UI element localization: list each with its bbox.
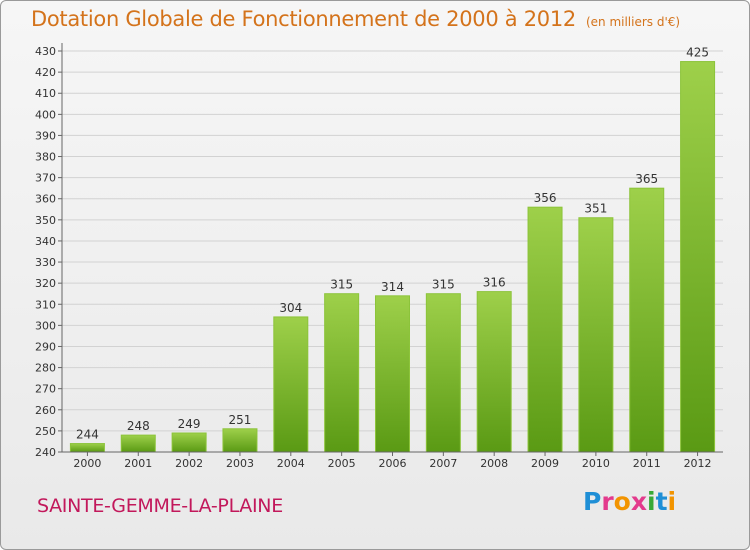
bar-2005	[324, 293, 360, 453]
x-tick-label-2005: 2005	[328, 457, 356, 470]
bar-2010	[578, 217, 614, 453]
value-label-2012: 425	[686, 46, 709, 60]
x-tick-label-2009: 2009	[531, 457, 559, 470]
y-tick-label: 270	[35, 383, 56, 396]
bar-2004	[273, 316, 309, 453]
chart-subtitle: (en milliers d'€)	[585, 15, 681, 29]
bar-2007	[425, 293, 461, 453]
x-tick-label-2012: 2012	[684, 457, 712, 470]
axes-group: 240 250 260 270 280 290 300 310 320 330 340 350 360 3…	[35, 43, 723, 470]
value-label-2008: 316	[483, 276, 506, 290]
x-tick-label-2011: 2011	[633, 457, 661, 470]
bar-2001	[120, 434, 156, 453]
bar-2003	[222, 428, 258, 453]
y-tick-label: 280	[35, 362, 56, 375]
y-tick-label: 430	[35, 45, 56, 58]
bar-2011	[629, 187, 665, 453]
bar-2008	[476, 291, 512, 453]
y-tick-label: 390	[35, 129, 56, 142]
bar-2006	[375, 295, 410, 453]
value-label-2009: 356	[534, 191, 557, 205]
x-tick-label-2003: 2003	[226, 457, 254, 470]
y-tick-label: 330	[35, 256, 56, 269]
x-tick-label-2006: 2006	[379, 457, 407, 470]
y-tick-label: 240	[35, 446, 56, 459]
bar-2009	[527, 206, 563, 453]
bar-2012	[680, 61, 716, 453]
value-label-2003: 251	[229, 413, 252, 427]
bars-group: 244 248 249 251 304 315 314 315 316 356 351 365 425	[69, 46, 716, 453]
x-tick-label-2008: 2008	[480, 457, 508, 470]
x-tick-label-2002: 2002	[175, 457, 203, 470]
value-label-2001: 248	[127, 419, 150, 433]
y-tick-label: 370	[35, 172, 56, 185]
y-tick-label: 250	[35, 425, 56, 438]
value-label-2005: 315	[330, 278, 353, 292]
title-row: Dotation Globale de Fonctionnement de 20…	[31, 7, 680, 31]
value-label-2007: 315	[432, 278, 455, 292]
commune-name: SAINTE-GEMME-LA-PLAINE	[37, 495, 283, 517]
x-tick-label-2000: 2000	[73, 457, 101, 470]
y-tick-label: 410	[35, 87, 56, 100]
y-tick-label: 400	[35, 108, 56, 121]
value-label-2002: 249	[178, 417, 201, 431]
y-tick-label: 340	[35, 235, 56, 248]
value-label-2004: 304	[279, 301, 302, 315]
y-tick-label: 320	[35, 277, 56, 290]
value-label-2000: 244	[76, 428, 99, 442]
value-label-2011: 365	[635, 172, 658, 186]
x-tick-label-2007: 2007	[429, 457, 457, 470]
value-label-2006: 314	[381, 280, 404, 294]
y-tick-label: 380	[35, 151, 56, 164]
y-tick-label: 420	[35, 66, 56, 79]
x-tick-label-2001: 2001	[124, 457, 152, 470]
y-tick-label: 350	[35, 214, 56, 227]
y-tick-label: 290	[35, 340, 56, 353]
bar-2002	[171, 432, 207, 453]
bar-2000	[69, 443, 105, 453]
y-tick-label: 260	[35, 404, 56, 417]
proxiti-logo[interactable]: Proxiti	[583, 487, 677, 516]
y-tick-label: 360	[35, 193, 56, 206]
chart-title: Dotation Globale de Fonctionnement de 20…	[31, 7, 576, 31]
x-tick-label-2010: 2010	[582, 457, 610, 470]
value-label-2010: 351	[584, 202, 607, 216]
x-tick-label-2004: 2004	[277, 457, 305, 470]
y-tick-label: 300	[35, 319, 56, 332]
y-tick-label: 310	[35, 298, 56, 311]
